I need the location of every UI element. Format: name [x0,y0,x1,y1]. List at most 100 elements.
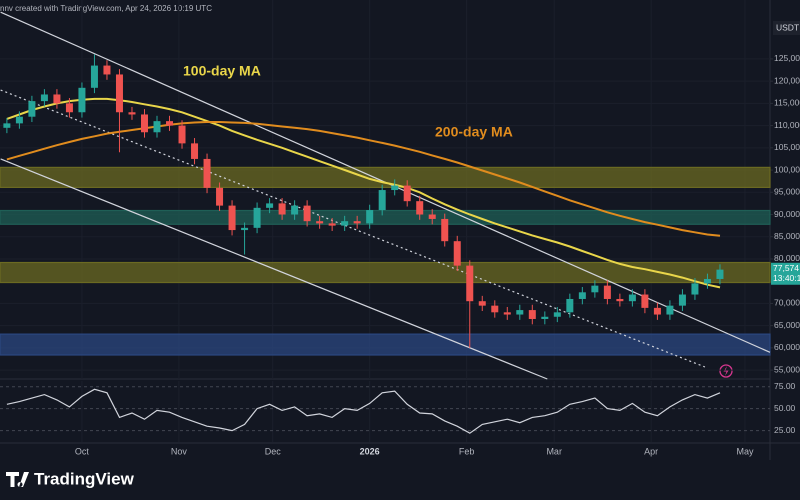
candle-body [216,187,224,206]
unit-box [773,21,800,35]
moving-average [6,121,721,237]
trendline [0,158,548,380]
candle-body [628,294,636,302]
candle-body [278,203,286,215]
candle-body [566,298,574,313]
candle-body [453,241,461,266]
candle-body [391,185,399,191]
x-tick-label: Mar [546,446,562,456]
candle-body [303,205,311,222]
candle-body [366,210,374,224]
zone [0,261,771,284]
x-tick-label: Feb [459,446,475,456]
candle-body [78,87,86,113]
y-tick-label: 100,000 [774,164,800,174]
y-tick-label: 115,000 [774,98,800,108]
y-tick-label: 60,000 [774,342,800,352]
zone [0,166,771,188]
y-tick-label: 110,000 [774,120,800,130]
y-tick-label: 95,000 [774,187,800,197]
candle-body [478,301,486,306]
ma-label: 200-day MA [435,124,513,140]
candle-body [266,203,274,208]
candle-body [503,312,511,315]
candle-body [316,221,324,224]
candle-body [691,283,699,295]
footer-bar [0,458,800,500]
brand-logo [6,472,29,488]
candle-body [653,307,661,315]
y-tick-label: 105,000 [774,142,800,152]
candle-body [491,305,499,313]
candle-body [241,227,249,231]
rsi-tick-label: 75.00 [774,381,796,391]
candle-body [416,201,424,215]
x-tick-label: Nov [171,446,188,456]
candle-body [291,205,299,215]
brand: TradingView [34,469,135,488]
zone [0,209,771,225]
y-tick-label: 85,000 [774,231,800,241]
candle-body [341,221,349,226]
candle-body [578,292,586,299]
y-tick-label: 55,000 [774,364,800,374]
rsi-tick-label: 50.00 [774,403,796,413]
candle-body [703,278,711,284]
rsi-line [6,388,721,434]
candle-body [140,114,148,133]
candle-body [603,285,611,299]
candle-body [591,285,599,293]
last-price-label: 77,574 [773,263,799,273]
candle-body [678,294,686,306]
y-tick-label: 65,000 [774,320,800,330]
candle-body [641,294,649,308]
x-tick-label: Oct [75,446,90,456]
y-unit: USDT [776,22,799,32]
chart-title: nnv created with TradingView.com, Apr 24… [0,4,212,13]
moving-average [6,97,721,289]
candle-body [228,205,236,231]
candle-body [541,316,549,319]
candle-body [328,223,336,226]
y-tick-label: 70,000 [774,298,800,308]
y-tick-label: 80,000 [774,253,800,263]
rsi-tick-label: 25.00 [774,425,796,435]
candle-body [153,121,161,133]
candle-body [40,94,48,102]
candle-body [128,112,136,115]
candle-body [616,298,624,302]
ma-label: 100-day MA [183,63,261,79]
x-tick-label: May [736,446,754,456]
candle-body [716,269,724,279]
candle-body [65,103,73,113]
alert-icon [719,364,733,378]
x-tick-label: Dec [265,446,282,456]
y-tick-label: 120,000 [774,75,800,85]
candle-body [28,101,36,117]
candle-body [666,305,674,315]
candle-body [403,185,411,202]
zone [0,333,771,356]
candle-body [553,312,561,317]
candle-body [166,121,174,126]
candle-body [15,116,23,124]
x-tick-label: Apr [644,446,658,456]
candle-body [516,310,524,315]
candle-body [115,74,123,113]
y-tick-label: 125,000 [774,53,800,63]
candle-body [191,143,199,159]
candle-body [3,123,11,128]
trendline [0,89,706,368]
countdown: 13:40:1 [773,273,800,283]
candle-body [353,221,361,224]
x-tick-label: 2026 [360,446,380,456]
candle-body [378,190,386,211]
candle-body [178,125,186,144]
candle-body [428,214,436,219]
candle-body [528,310,536,319]
candle-body [253,207,261,228]
last-price-box [771,262,800,285]
